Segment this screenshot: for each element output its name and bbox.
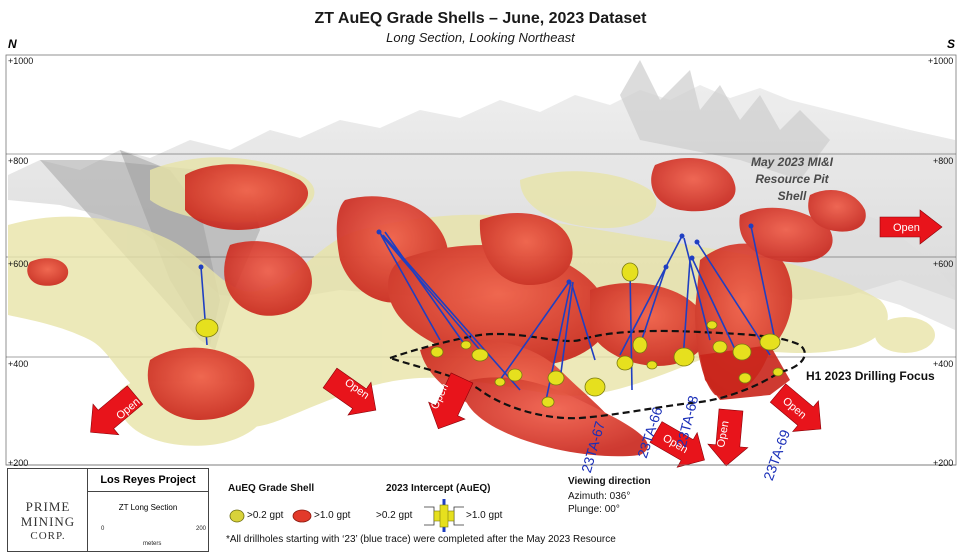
project-divider	[88, 491, 208, 492]
project-subtitle: ZT Long Section	[118, 503, 178, 512]
project-title: Los Reyes Project	[100, 474, 196, 486]
page-subtitle: Long Section, Looking Northeast	[386, 30, 575, 45]
elevation-label-left: +1000	[8, 56, 34, 66]
elevation-label-left: +800	[8, 156, 29, 166]
legend-plunge: Plunge: 00°	[568, 504, 620, 515]
pit-shell-label-line: Shell	[777, 189, 807, 203]
scale-unit: meters	[143, 541, 162, 547]
pit-shell-label-line: Resource Pit	[755, 172, 829, 186]
open-arrows	[90, 209, 943, 468]
pit-shell-label: May 2023 MI&I Resource Pit Shell	[727, 154, 857, 205]
legend-high-label: >1.0 gpt	[314, 510, 351, 521]
logo-line: CORP.	[30, 530, 66, 542]
north-label: N	[8, 37, 17, 51]
legend-low-label: >0.2 gpt	[247, 510, 284, 521]
company-logo: PRIME MINING CORP.	[7, 468, 89, 552]
drilling-focus-outline	[386, 329, 806, 420]
logo-line: MINING	[20, 514, 76, 529]
high-grade-swatch	[292, 509, 312, 523]
intercept-swatch	[424, 499, 464, 532]
scale-end: 200	[196, 526, 207, 532]
elevation-label-left: +400	[8, 359, 29, 369]
low-grade-swatch	[229, 509, 245, 523]
legend-symbols	[229, 499, 464, 532]
open-label: Open	[715, 420, 731, 449]
project-box: Los Reyes Project ZT Long Section	[87, 468, 209, 552]
legend-azimuth: Azimuth: 036°	[568, 491, 631, 502]
south-label: S	[947, 37, 956, 51]
elevation-label-right: +1000	[928, 56, 954, 66]
page-title: ZT AuEQ Grade Shells – June, 2023 Datase…	[314, 10, 647, 27]
open-label: Open	[893, 222, 920, 234]
elevation-label-left: +600	[8, 259, 29, 269]
legend-footnote: *All drillholes starting with ‘23’ (blue…	[226, 534, 616, 545]
elevation-label-right: +800	[933, 156, 954, 166]
legend-view-title: Viewing direction	[568, 476, 651, 487]
drillhole-collars	[198, 223, 754, 285]
legend-intercept-title: 2023 Intercept (AuEQ)	[386, 483, 491, 494]
pit-shell-label-line: May 2023 MI&I	[750, 155, 834, 169]
elevation-label-left: +200	[8, 458, 29, 468]
drilling-focus-label: H1 2023 Drilling Focus	[806, 369, 935, 383]
elevation-label-right: +400	[933, 359, 954, 369]
legend-shell-title: AuEQ Grade Shell	[228, 483, 315, 494]
elevation-label-right: +600	[933, 259, 954, 269]
scale-start: 0	[101, 526, 105, 532]
logo-line: PRIME	[25, 499, 71, 514]
legend-intercept-high: >1.0 gpt	[466, 510, 503, 521]
drillhole-traces	[200, 225, 776, 406]
drillhole-intercepts	[195, 262, 784, 408]
high-grade-shell	[27, 157, 866, 457]
high-grade-block	[700, 345, 790, 400]
legend-intercept-low: >0.2 gpt	[376, 510, 413, 521]
elevation-label-right: +200	[933, 458, 954, 468]
